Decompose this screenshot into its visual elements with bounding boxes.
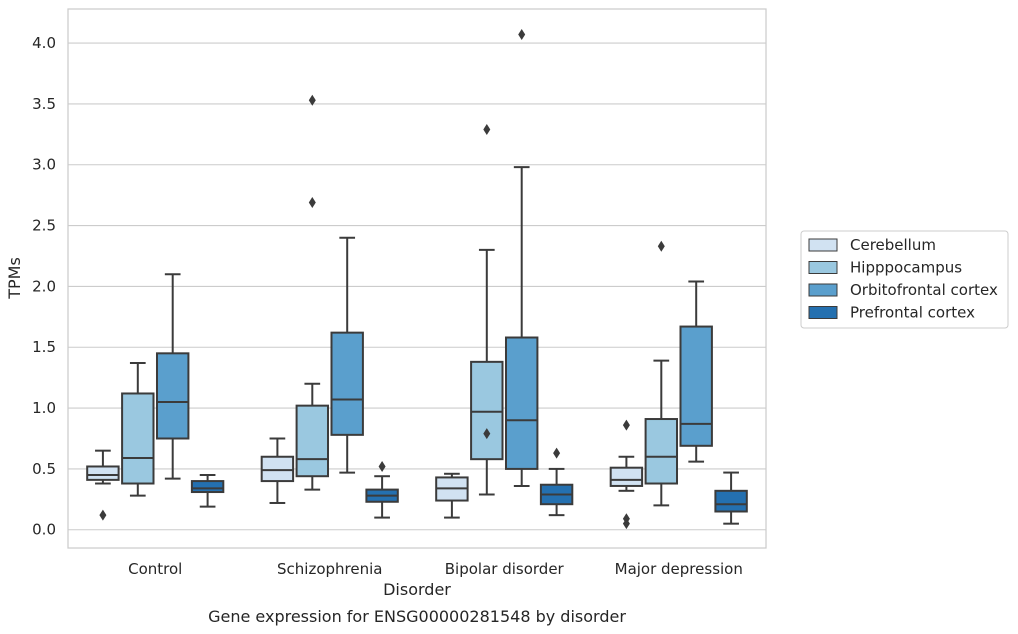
iqr-box <box>295 404 330 478</box>
x-tick-label: Schizophrenia <box>277 560 382 578</box>
figure-caption: Gene expression for ENSG00000281548 by d… <box>208 607 626 626</box>
box-2-1 <box>470 123 504 496</box>
outlier-point <box>622 518 630 530</box>
plot-area-frame <box>67 8 767 549</box>
outlier-point <box>657 240 665 252</box>
outlier-point <box>553 447 561 459</box>
legend-swatch <box>808 261 838 274</box>
legend-swatch <box>808 238 838 252</box>
y-tick-label: 3.5 <box>32 95 56 113</box>
box-0-3 <box>190 473 225 508</box>
x-tick-labels: Control Schizophrenia Bipolar disorder Majo… <box>128 560 743 578</box>
y-tick-label: 3.0 <box>32 156 56 174</box>
iqr-box <box>155 352 190 440</box>
box-0-1 <box>121 362 155 497</box>
legend-label: Cerebellum <box>850 236 936 254</box>
iqr-box <box>470 360 504 461</box>
iqr-box <box>679 325 713 447</box>
outlier-point <box>308 94 316 106</box>
box-1-1 <box>295 94 330 491</box>
iqr-box <box>714 489 748 513</box>
iqr-box <box>644 418 679 485</box>
iqr-box <box>260 455 295 483</box>
x-tick-label: Major depression <box>615 560 743 578</box>
box-0-2 <box>155 273 190 480</box>
box-1-2 <box>330 236 364 474</box>
iqr-box <box>190 480 225 494</box>
boxes <box>86 29 748 530</box>
iqr-box <box>609 466 644 487</box>
box-2-0 <box>435 472 469 519</box>
outlier-point <box>99 509 107 521</box>
box-2-2 <box>504 29 539 487</box>
outlier-point <box>518 29 526 41</box>
box-3-3 <box>714 471 748 525</box>
outlier-point <box>378 460 386 472</box>
legend-frame <box>800 230 1009 329</box>
box-0-0 <box>86 449 120 521</box>
iqr-box <box>504 336 539 470</box>
y-tick-label: 2.5 <box>32 217 56 235</box>
y-tick-label: 2.0 <box>32 277 56 295</box>
box-3-1 <box>644 240 679 507</box>
y-tick-label: 0.0 <box>32 521 56 539</box>
x-tick-label: Control <box>128 560 182 578</box>
y-tick-label: 1.0 <box>32 399 56 417</box>
iqr-box <box>330 331 364 436</box>
x-axis-title: Disorder <box>383 580 451 599</box>
box-3-0 <box>609 419 644 530</box>
box-1-3 <box>365 460 399 519</box>
legend-swatch <box>808 283 838 297</box>
outlier-point <box>622 419 630 431</box>
x-tick-label: Bipolar disorder <box>445 560 565 578</box>
outlier-point <box>483 123 491 135</box>
y-axis-title: TPMs <box>5 257 24 300</box>
outlier-point <box>308 196 316 208</box>
y-tick-label: 4.0 <box>32 34 56 52</box>
y-tick-labels: 0.0 0.5 1.0 1.5 2.0 2.5 3.0 3.5 4.0 <box>32 34 56 539</box>
legend-label: Prefrontal cortex <box>850 304 975 322</box>
legend-label: Orbitofrontal cortex <box>850 281 998 299</box>
y-tick-label: 1.5 <box>32 338 56 356</box>
iqr-box <box>121 392 155 485</box>
iqr-box <box>86 465 120 481</box>
legend-label: Hipppocampus <box>850 259 962 277</box>
box-2-3 <box>539 447 574 517</box>
box-1-0 <box>260 437 295 504</box>
legend: Cerebellum Hipppocampus Orbitofrontal cort… <box>800 230 1009 329</box>
legend-swatch <box>808 306 838 319</box>
box-3-2 <box>679 280 713 463</box>
outlier-point <box>483 428 491 440</box>
y-tick-label: 0.5 <box>32 460 56 478</box>
